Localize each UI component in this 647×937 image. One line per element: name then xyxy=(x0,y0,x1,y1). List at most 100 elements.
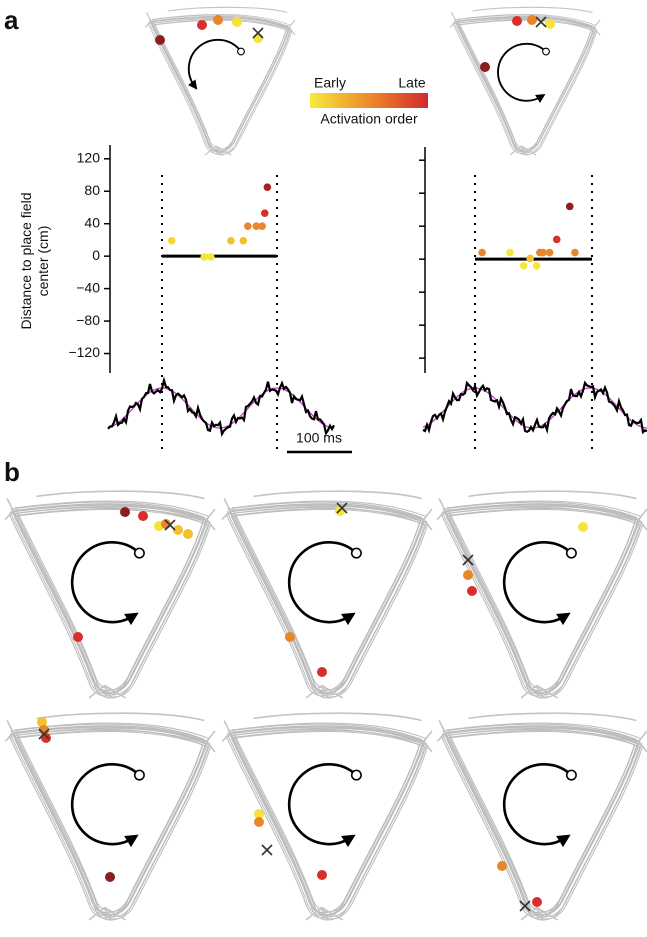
cell-point xyxy=(200,253,209,261)
cell-dot xyxy=(105,872,115,882)
cell-point xyxy=(244,222,252,230)
track-map xyxy=(221,712,433,921)
cell-dot xyxy=(138,511,148,521)
cell-point xyxy=(239,236,248,245)
cell-dot xyxy=(120,507,130,517)
track xyxy=(233,507,429,698)
track xyxy=(458,19,598,155)
track xyxy=(230,730,426,921)
cell-dot xyxy=(285,632,295,642)
track xyxy=(233,729,429,920)
position-cross xyxy=(535,16,547,28)
track xyxy=(445,508,641,699)
track xyxy=(225,728,421,919)
track xyxy=(230,508,426,699)
track xyxy=(231,722,427,912)
start-circle xyxy=(133,547,145,559)
track xyxy=(148,14,288,151)
cell-dot xyxy=(197,20,207,30)
track-spur xyxy=(4,712,216,921)
track xyxy=(15,505,211,696)
track xyxy=(227,501,423,692)
cell-dot xyxy=(317,870,327,880)
color-legend xyxy=(310,93,428,108)
y-tick-label: −80 xyxy=(76,312,100,328)
cell-dot xyxy=(545,19,555,29)
position-cross xyxy=(336,502,348,514)
track-maps xyxy=(4,6,647,921)
cell-dot xyxy=(578,522,588,532)
track-map xyxy=(144,6,296,156)
track xyxy=(446,722,642,912)
position-cross xyxy=(164,519,176,531)
cell-dot xyxy=(183,529,193,539)
track xyxy=(14,500,210,690)
track-map xyxy=(4,490,216,699)
track xyxy=(225,506,421,697)
track xyxy=(13,508,209,699)
track-map xyxy=(221,490,433,699)
cell-dot xyxy=(480,62,490,72)
track-spur xyxy=(221,712,433,921)
cell-point xyxy=(167,236,176,245)
cell-dot xyxy=(232,17,242,27)
track xyxy=(16,507,212,698)
track xyxy=(447,505,643,696)
track xyxy=(231,500,427,690)
track xyxy=(453,14,593,151)
position-cross xyxy=(261,844,273,856)
track-map xyxy=(4,712,216,921)
cell-dot xyxy=(37,717,47,727)
lfp-trace xyxy=(107,376,335,437)
start-circle xyxy=(350,769,362,781)
track xyxy=(448,729,644,920)
cell-dot xyxy=(213,15,223,25)
y-axis-label-box: Distance to place field center (cm) xyxy=(18,193,51,330)
direction-arrow xyxy=(287,762,358,848)
cell-point xyxy=(258,222,266,230)
track xyxy=(151,20,291,156)
y-tick-label: 0 xyxy=(92,247,100,263)
cell-point xyxy=(539,248,547,257)
track xyxy=(16,729,212,920)
track xyxy=(456,20,596,156)
start-circle xyxy=(542,47,550,56)
direction-arrow xyxy=(70,762,141,848)
cell-dot xyxy=(497,861,507,871)
track xyxy=(14,722,210,912)
legend-early: Early xyxy=(314,75,346,91)
position-cross xyxy=(38,728,50,740)
start-circle xyxy=(133,769,145,781)
track-spur xyxy=(436,712,647,921)
track-map xyxy=(436,490,647,699)
cell-dot xyxy=(512,16,522,26)
position-cross xyxy=(462,554,474,566)
direction-arrow xyxy=(497,42,547,103)
track xyxy=(10,723,206,914)
cell-point xyxy=(206,253,215,261)
cell-point xyxy=(571,248,579,257)
track xyxy=(445,730,641,921)
legend-late: Late xyxy=(398,75,425,91)
start-circle xyxy=(565,547,577,559)
legend-title: Activation order xyxy=(320,111,418,127)
y-tick-label: 80 xyxy=(84,182,100,198)
track xyxy=(442,501,638,692)
track xyxy=(440,506,636,697)
cell-point xyxy=(506,248,514,257)
cell-dot xyxy=(532,897,542,907)
start-circle xyxy=(350,547,362,559)
y-tick-label: −120 xyxy=(68,344,100,360)
track xyxy=(232,505,428,696)
cell-dot xyxy=(317,667,327,677)
cell-point xyxy=(545,248,554,257)
direction-arrow xyxy=(187,38,242,90)
track-spur xyxy=(144,6,296,156)
track xyxy=(447,727,643,918)
cell-dot xyxy=(467,586,477,596)
direction-arrow xyxy=(502,762,573,848)
track-spur xyxy=(449,6,601,156)
track xyxy=(15,727,211,918)
start-circle xyxy=(565,769,577,781)
